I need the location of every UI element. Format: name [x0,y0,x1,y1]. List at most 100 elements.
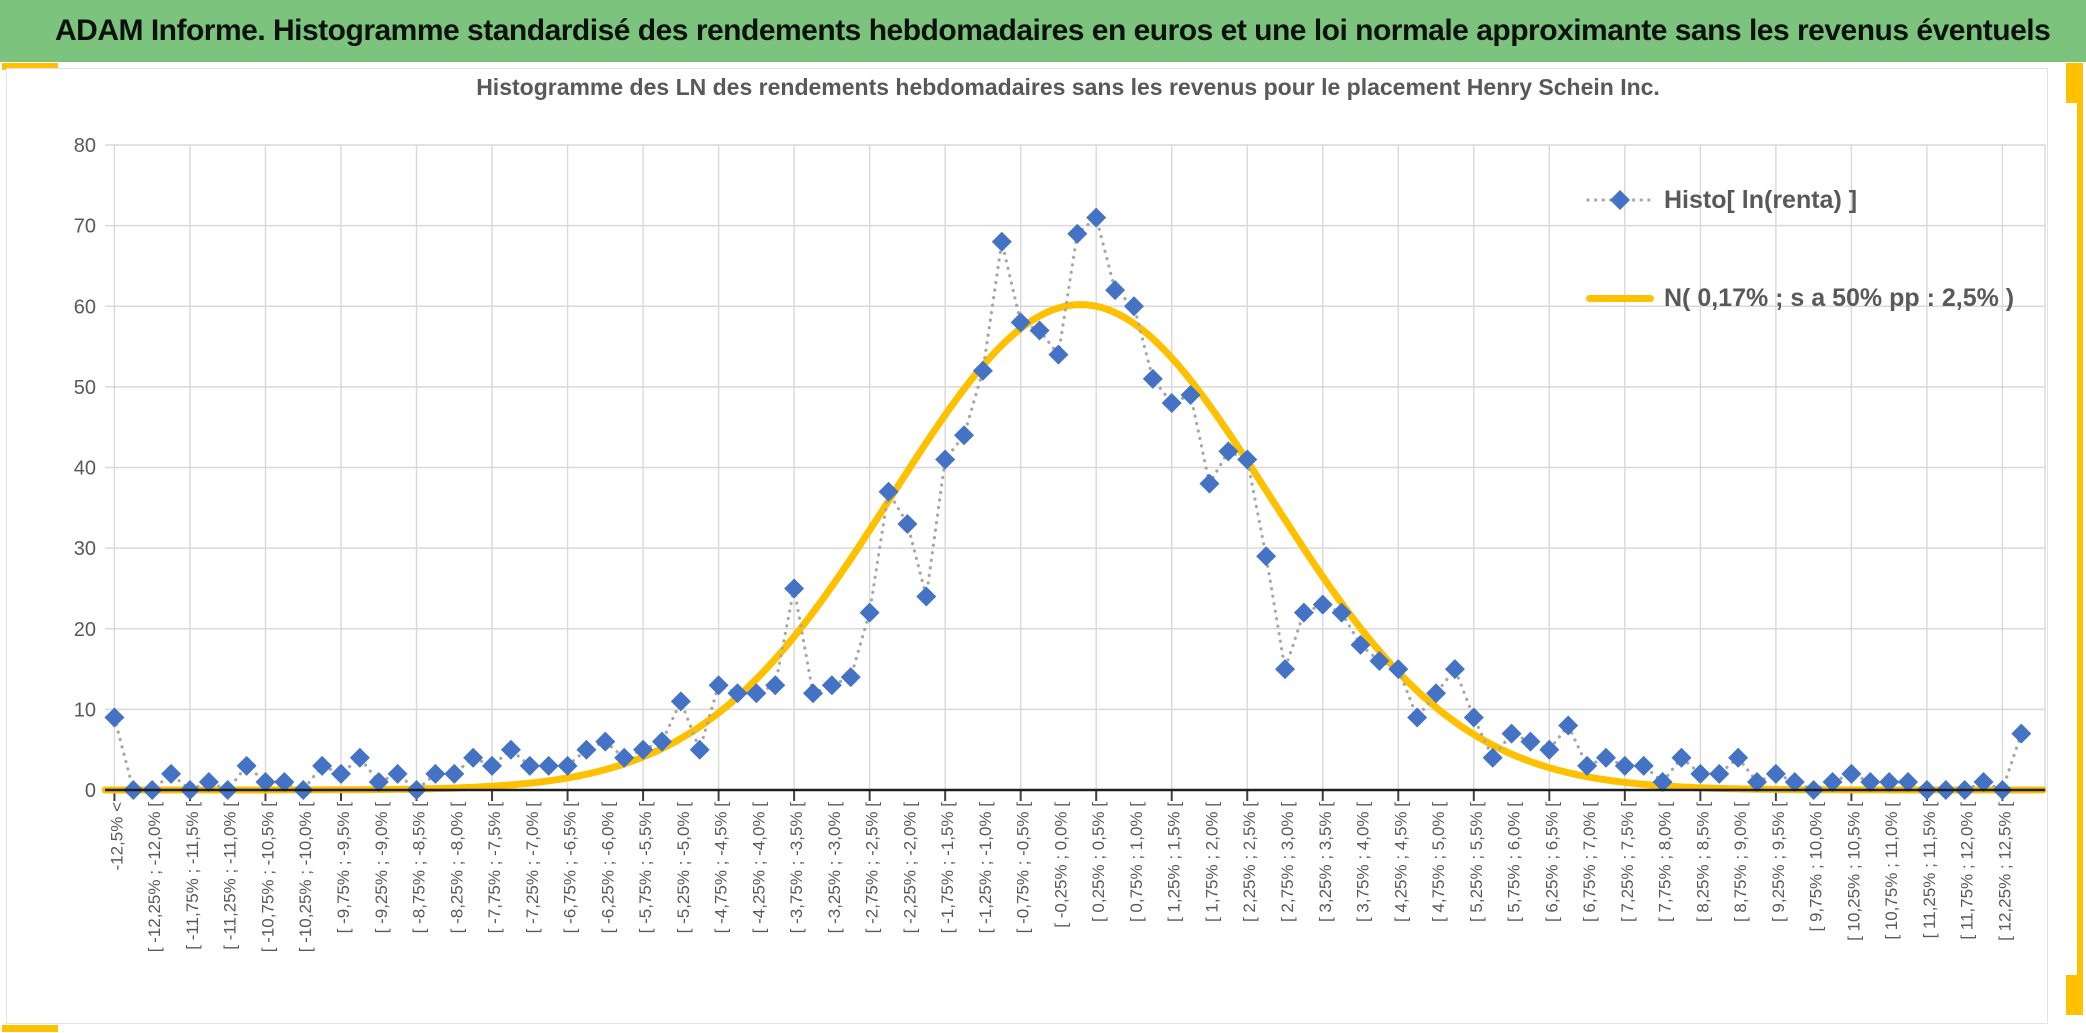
data-point-diamond [784,578,805,599]
x-axis-label: [ -10,75% ; -10,5% [ [258,802,277,953]
data-point-diamond [576,739,597,760]
data-point-diamond [1048,344,1069,365]
data-point-diamond [1029,320,1050,341]
data-point-diamond [1614,755,1635,776]
data-point-diamond [1633,755,1654,776]
data-point-diamond [236,755,257,776]
data-point-diamond [1312,594,1333,615]
data-point-diamond [1105,280,1126,301]
data-point-diamond [1595,747,1616,768]
data-point-diamond [1482,747,1503,768]
x-axis-label: [ -8,25% ; -8,0% [ [447,802,466,934]
data-point-diamond [331,763,351,784]
data-point-diamond [1973,771,1994,792]
data-point-diamond [708,675,729,696]
data-point-diamond [1501,723,1522,744]
x-axis-label: [ -3,75% ; -3,5% [ [787,802,806,934]
x-axis-label: [ -2,25% ; -2,0% [ [900,802,919,934]
data-point-diamond [821,675,842,696]
x-axis-label: [ -5,25% ; -5,0% [ [674,802,693,934]
data-point-diamond [1331,602,1352,623]
x-axis-label: [ 7,25% ; 7,5% [ [1618,802,1637,922]
data-point-diamond [765,675,786,696]
y-axis-label: 30 [74,538,96,560]
x-axis-label: [ 7,75% ; 8,0% [ [1656,802,1675,922]
data-point-diamond [104,707,125,728]
data-point-diamond [198,771,219,792]
data-point-diamond [1086,207,1107,228]
data-point-diamond [935,449,956,470]
data-point-diamond [2011,723,2032,744]
data-point-diamond [444,763,465,784]
data-point-diamond [312,755,333,776]
legend-item-normal-curve: N( 0,17% ; s a 50% pp : 2,5% ) [1586,274,2014,322]
data-point-diamond [463,747,484,768]
x-axis-label: -12,5% < [107,802,126,871]
x-axis-label: [ -0,75% ; -0,5% [ [1014,802,1033,934]
data-point-diamond [1010,312,1031,333]
data-point-diamond [1161,393,1182,413]
data-point-diamond [1558,715,1579,736]
data-point-diamond [1407,707,1428,728]
data-point-diamond [878,481,899,502]
x-axis-label: [ 11,25% ; 11,5% [ [1920,802,1939,939]
x-axis-label: [ 2,75% ; 3,0% [ [1278,802,1297,922]
data-point-diamond [991,231,1012,252]
x-axis-label: [ -11,75% ; -11,5% [ [183,802,202,950]
x-axis-label: [ -11,25% ; -11,0% [ [221,802,240,950]
data-point-diamond [1067,223,1088,244]
data-point-diamond [1690,763,1711,784]
data-point-diamond [1747,771,1767,792]
x-axis-label: [ 2,25% ; 2,5% [ [1240,802,1259,922]
data-point-diamond [972,360,993,381]
x-axis-label: [ 5,25% ; 5,5% [ [1467,802,1486,922]
data-point-diamond [897,513,918,534]
chart-title: Histogramme des LN des rendements hebdom… [476,74,1660,100]
x-axis-label: [ 5,75% ; 6,0% [ [1505,802,1524,922]
y-axis-label: 40 [74,458,96,480]
x-axis-label: [ -6,25% ; -6,0% [ [598,802,617,934]
data-point-diamond [614,747,635,768]
gold-accent-bottom-right [2066,975,2083,1015]
legend-label-histogram: Histo[ ln(renta) ] [1664,185,1858,214]
legend: Histo[ ln(renta) ] N( 0,17% ; s a 50% pp… [1586,176,2014,372]
data-point-diamond [1218,441,1239,462]
y-axis-label: 10 [74,699,96,721]
x-axis-label: [ -2,75% ; -2,5% [ [863,802,882,934]
x-axis-label: [ -9,25% ; -9,0% [ [372,802,391,934]
data-point-diamond [1275,659,1295,680]
x-axis-label: [ -1,75% ; -1,5% [ [938,802,957,934]
x-axis-label: [ 8,75% ; 9,0% [ [1731,802,1750,922]
data-point-diamond [954,425,975,446]
data-point-diamond [1369,651,1390,671]
x-axis-label: [ 4,25% ; 4,5% [ [1391,802,1410,922]
data-point-diamond [1426,683,1447,704]
legend-marker-normal-curve-icon [1586,294,1654,302]
data-point-diamond [1256,546,1277,567]
normal-curve-path [101,301,2047,794]
data-point-diamond [1841,763,1862,784]
data-point-diamond [1577,755,1598,776]
page-title: ADAM Informe. Histogramme standardisé de… [55,14,2051,47]
data-point-diamond [1765,763,1786,784]
x-axis-label: [ 10,25% ; 10,5% [ [1844,802,1863,941]
x-axis-label: [ 12,25% ; 12,5% [ [1995,802,2014,941]
data-point-diamond [1520,731,1541,752]
x-axis-label: [ -12,25% ; -12,0% [ [145,802,164,953]
data-point-diamond [482,755,503,776]
data-point-diamond [1199,473,1220,494]
data-point-diamond [1142,368,1163,389]
title-bar: ADAM Informe. Histogramme standardisé de… [0,0,2086,62]
data-point-diamond [1652,771,1673,792]
x-axis-label: [ 9,75% ; 10,0% [ [1807,802,1826,932]
x-axis-label: [ -4,25% ; -4,0% [ [749,802,768,934]
data-point-diamond [727,683,748,704]
chart-frame [6,68,2048,1024]
x-axis-label: [ -4,75% ; -4,5% [ [712,802,731,934]
x-axis-label: [ -10,25% ; -10,0% [ [296,802,315,953]
x-axis-label: [ -9,75% ; -9,5% [ [334,802,353,934]
data-point-diamond [255,771,276,792]
data-point-diamond [1293,602,1314,623]
legend-item-histogram: Histo[ ln(renta) ] [1586,176,2014,224]
